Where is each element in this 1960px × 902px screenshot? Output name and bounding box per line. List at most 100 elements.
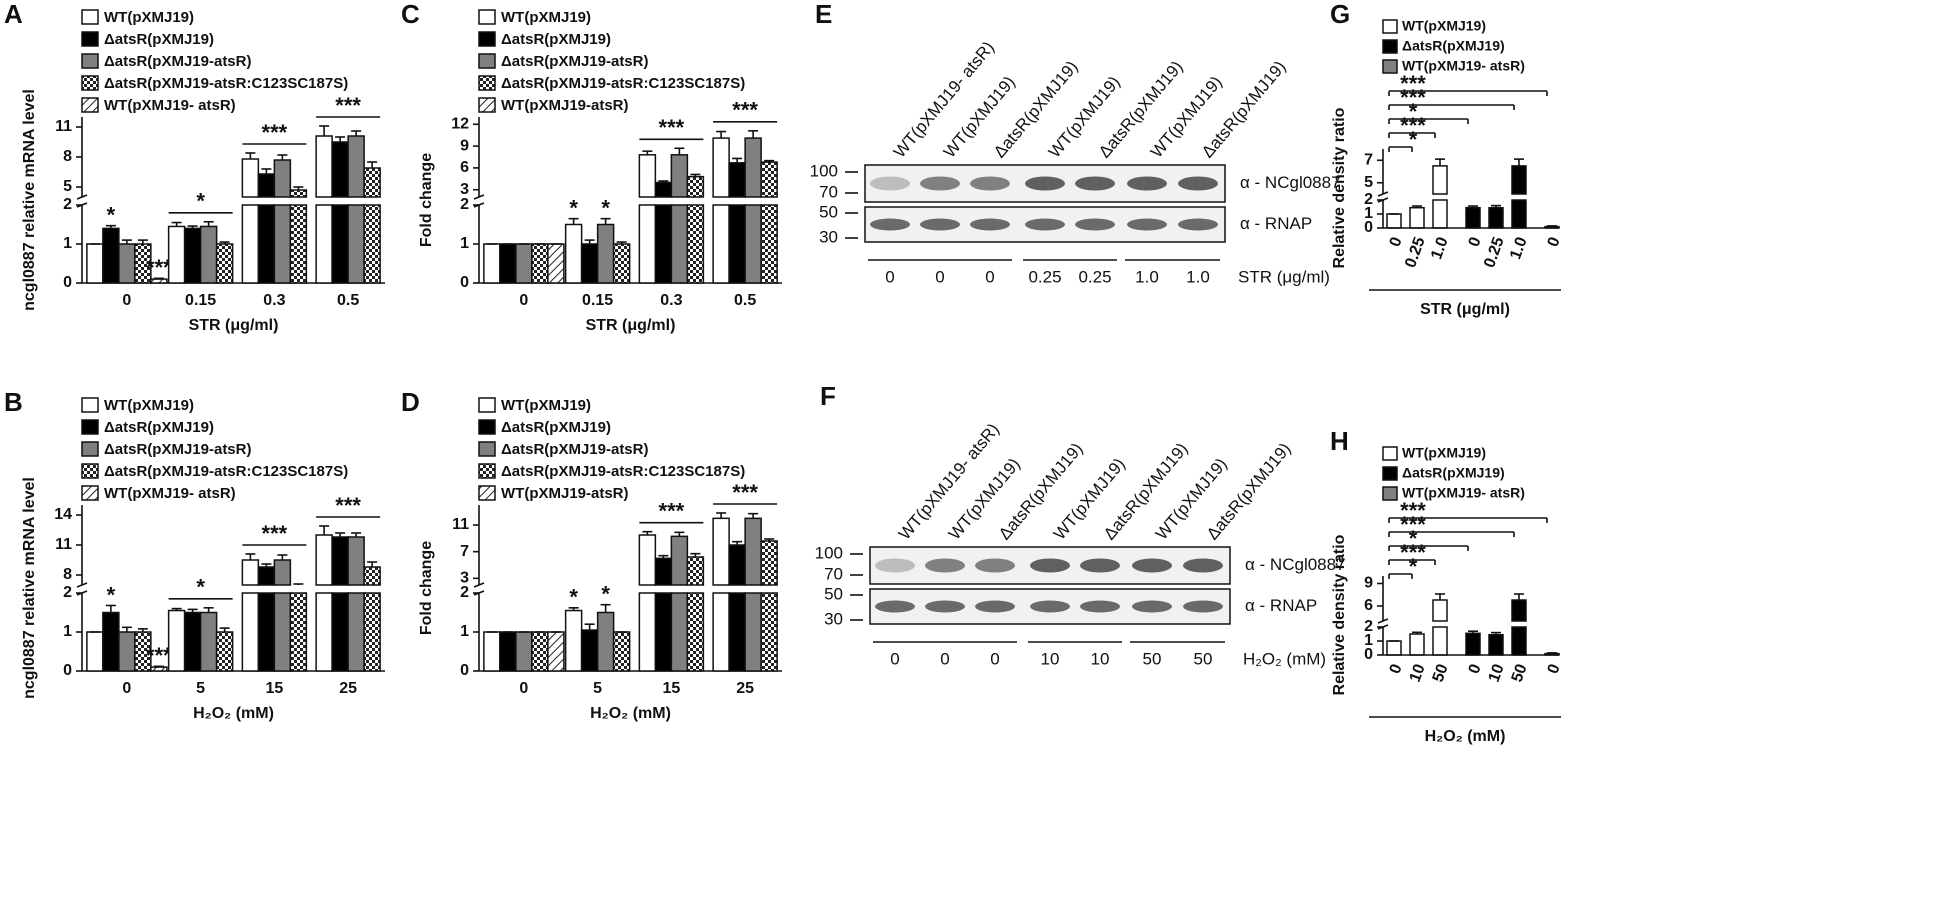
legend-swatch [1382, 486, 1398, 501]
bar [744, 517, 762, 586]
blot-band [970, 176, 1010, 191]
legend-swatch [81, 31, 99, 47]
bar [331, 204, 349, 284]
x-tick-label: 1.0 [1507, 235, 1531, 262]
marker-label: 50 [824, 584, 843, 603]
y-tick-label: 12 [451, 115, 469, 132]
x-tick-label: 0.15 [185, 292, 216, 309]
x-axis-label: H₂O₂ (mM) [1425, 728, 1506, 745]
y-tick-label: 5 [1364, 174, 1373, 191]
significance: * [569, 585, 578, 610]
bar [241, 559, 260, 586]
x-tick-label: 25 [339, 680, 357, 697]
x-tick-label: 0.3 [660, 292, 682, 309]
y-tick-label: 1 [1364, 205, 1373, 222]
bar [728, 592, 746, 672]
marker-label: 50 [819, 202, 838, 221]
significance: * [601, 582, 610, 607]
bar [712, 517, 730, 586]
bar [1465, 632, 1481, 656]
legend-label: WT(pXMJ19-atsR) [501, 485, 629, 502]
blot-band [1025, 218, 1065, 231]
bar [183, 611, 202, 672]
bar [257, 566, 276, 586]
x-tick-label: 15 [265, 680, 283, 697]
bar [728, 544, 746, 586]
bar [515, 243, 533, 284]
x-tick-label: 0.5 [337, 292, 359, 309]
significance: *** [335, 93, 361, 118]
significance: *** [732, 480, 758, 505]
bar [331, 592, 349, 672]
y-axis-label: Fold change [418, 153, 435, 247]
legend-label: ΔatsR(pXMJ19-atsR:C123SC187S) [104, 463, 348, 480]
bar [167, 225, 186, 284]
blot-band [1075, 218, 1115, 231]
legend-label: WT(pXMJ19) [104, 397, 194, 414]
y-tick-label: 2 [1364, 191, 1373, 208]
condition-label: 10 [1091, 649, 1110, 668]
bar [499, 631, 517, 672]
bar [686, 204, 705, 284]
condition-label: 0 [985, 267, 994, 286]
legend-label: WT(pXMJ19) [1402, 18, 1486, 34]
significance: *** [335, 493, 361, 518]
legend-swatch [1382, 446, 1398, 461]
legend-label: ΔatsR(pXMJ19) [501, 31, 611, 48]
y-tick-label: 0 [63, 274, 72, 291]
x-axis-label: STR (μg/ml) [189, 317, 279, 334]
legend-label: ΔatsR(pXMJ19-atsR) [501, 53, 648, 70]
blot-band [1080, 558, 1120, 573]
bar [183, 227, 202, 284]
legend-swatch [1382, 19, 1398, 34]
legend-label: ΔatsR(pXMJ19-atsR) [104, 53, 251, 70]
condition-label: 1.0 [1135, 267, 1159, 286]
legend-swatch [81, 419, 99, 435]
y-tick-label: 11 [55, 118, 72, 135]
legend-label: WT(pXMJ19) [104, 9, 194, 26]
condition-label: 50 [1194, 649, 1213, 668]
condition-label: 1.0 [1186, 267, 1210, 286]
marker-label: 70 [819, 182, 838, 201]
significance: *** [1400, 71, 1426, 96]
legend-swatch [81, 9, 99, 25]
bar [670, 535, 689, 586]
y-tick-label: 8 [63, 148, 72, 165]
bar [1409, 633, 1425, 656]
bar [86, 631, 104, 672]
blot-band [1178, 176, 1218, 191]
blot-band [1127, 176, 1167, 191]
condition-label: 0 [940, 649, 949, 668]
bar [167, 609, 186, 672]
axis-break [76, 582, 88, 588]
bar [215, 631, 234, 672]
axis-break [1377, 618, 1389, 624]
bar [564, 223, 583, 284]
bar [257, 592, 276, 672]
x-axis-label: STR (μg/ml) [1420, 301, 1510, 318]
significance: * [1409, 526, 1418, 551]
legend-swatch [81, 463, 99, 479]
y-tick-label: 0 [1364, 219, 1373, 236]
bar [1488, 633, 1504, 656]
blot-band [1030, 558, 1070, 573]
y-tick-label: 0 [460, 274, 469, 291]
bar [289, 592, 308, 672]
significance: * [1409, 127, 1418, 152]
bar [654, 204, 673, 284]
bar [760, 204, 778, 284]
legend-label: ΔatsR(pXMJ19) [1402, 465, 1505, 481]
significance: *** [659, 498, 685, 523]
legend-label: WT(pXMJ19- atsR) [104, 97, 236, 114]
bar [1465, 206, 1481, 229]
y-tick-label: 7 [1364, 151, 1373, 168]
y-tick-label: 7 [460, 543, 469, 560]
bar [686, 175, 705, 198]
condition-label: 50 [1143, 649, 1162, 668]
condition-label: 0.25 [1078, 267, 1111, 286]
x-tick-label: 50 [1430, 662, 1452, 685]
bar [241, 204, 260, 284]
legend-label: ΔatsR(pXMJ19) [104, 419, 214, 436]
blot-band [1025, 176, 1065, 191]
legend-swatch [1382, 466, 1398, 481]
